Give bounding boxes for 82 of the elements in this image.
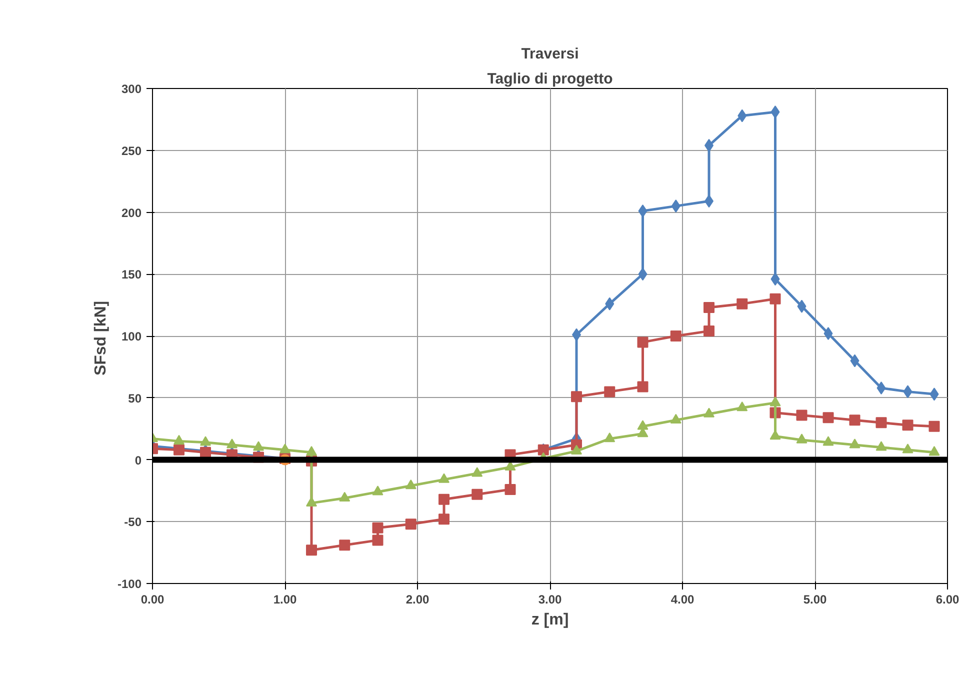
point (770, 293, 781, 304)
point (770, 396, 781, 406)
point (796, 410, 808, 421)
point (849, 438, 860, 448)
point (339, 540, 350, 551)
point (736, 402, 748, 412)
x-axis-title: z [m] (531, 612, 569, 628)
point (472, 488, 483, 500)
x-tick-label: 6.00 (936, 592, 960, 606)
point (770, 106, 780, 119)
x-tick-label: 0.00 (140, 592, 165, 606)
point (372, 486, 384, 496)
point (770, 272, 780, 286)
point (850, 354, 860, 368)
point (876, 441, 887, 451)
point (638, 268, 648, 281)
point (200, 436, 211, 446)
x-tick-label: 5.00 (803, 592, 828, 606)
point (571, 391, 582, 402)
point (339, 492, 350, 502)
point (372, 534, 384, 546)
y-tick-label: 250 (121, 144, 142, 158)
point (876, 381, 886, 394)
y-tick-label: 0 (134, 453, 142, 468)
point (704, 408, 714, 418)
point (438, 514, 450, 525)
point (796, 434, 808, 444)
y-tick-label: 200 (121, 206, 142, 220)
point (797, 300, 806, 313)
point (930, 388, 939, 401)
point (405, 518, 416, 530)
point (306, 496, 317, 506)
point (849, 414, 860, 426)
x-tick-label: 1.00 (273, 592, 298, 606)
point (405, 479, 416, 490)
x-tick-label: 3.00 (538, 592, 562, 606)
point (174, 434, 184, 445)
point (637, 336, 648, 348)
point (504, 484, 516, 495)
x-tick-label: 4.00 (670, 592, 695, 606)
point (824, 327, 833, 340)
y-tick-label: 300 (121, 82, 142, 96)
y-tick-label: -50 (124, 515, 142, 530)
point (902, 420, 914, 431)
point (253, 441, 264, 451)
point (928, 446, 940, 456)
point (372, 522, 384, 534)
point (637, 420, 648, 430)
point (604, 432, 616, 442)
chart-title: Traversi (521, 46, 579, 62)
point (637, 381, 648, 392)
y-tick-label: 150 (121, 268, 142, 282)
point (638, 204, 648, 218)
point (876, 417, 887, 428)
point (928, 420, 940, 432)
chart-subtitle: Taglio di progetto (487, 70, 613, 88)
point (226, 438, 238, 448)
y-tick-label: 100 (121, 330, 142, 344)
point (738, 109, 747, 122)
y-tick-label: 50 (128, 391, 142, 406)
point (670, 414, 682, 424)
y-axis-title: SFsd [kN] (92, 300, 110, 376)
point (736, 298, 748, 310)
point (472, 467, 483, 477)
point (306, 544, 317, 556)
point (822, 436, 834, 446)
point (902, 444, 914, 454)
point (822, 412, 834, 424)
point (604, 386, 616, 398)
y-tick-label: -100 (117, 577, 142, 591)
point (306, 446, 317, 456)
point (903, 385, 912, 398)
point (438, 494, 450, 505)
x-tick-label: 2.00 (406, 592, 430, 606)
point (280, 444, 290, 454)
point (670, 330, 682, 342)
point (671, 200, 680, 213)
point (438, 473, 450, 483)
point (605, 297, 614, 310)
point (704, 326, 714, 337)
point (704, 302, 714, 314)
point (571, 444, 582, 454)
